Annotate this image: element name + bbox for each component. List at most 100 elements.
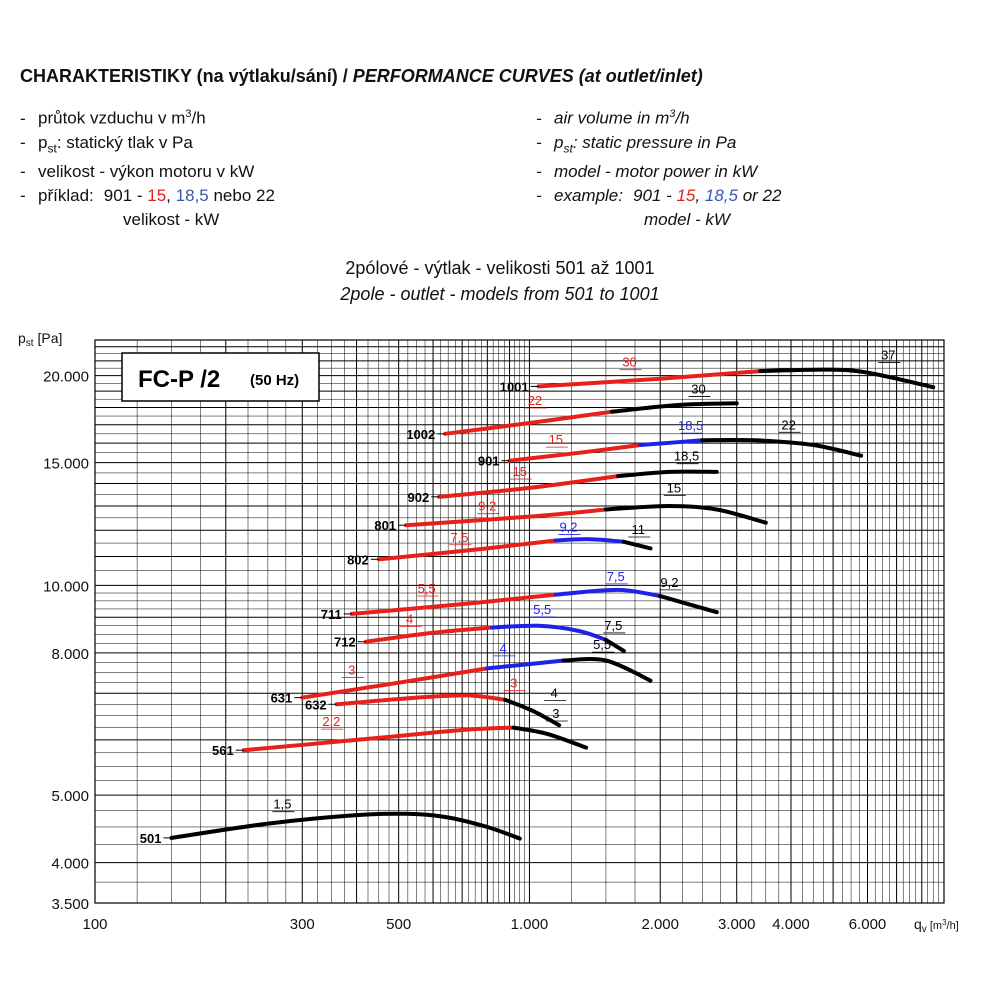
curve-802-blue bbox=[553, 537, 626, 544]
legend-item-example-key: model - kW bbox=[644, 210, 730, 230]
chart-subtitle-czech: 2pólové - výtlak - velikosti 501 až 1001 bbox=[345, 258, 655, 278]
y-tick-label: 20.000 bbox=[43, 369, 89, 386]
power-label: 9,2 bbox=[660, 575, 678, 590]
power-label: 22 bbox=[781, 417, 795, 432]
model-label-561: 561 bbox=[212, 743, 234, 758]
legend-item: - air volume in m3/h bbox=[536, 108, 690, 128]
model-label-902: 902 bbox=[408, 490, 430, 505]
power-label: 18,5 bbox=[674, 449, 699, 464]
legend-english: - air volume in m3/h - pst: static pressur… bbox=[536, 102, 781, 232]
series-712: 712 4 5,5 7,5 bbox=[334, 602, 626, 653]
chart-subtitle-english: 2pole - outlet - models from 501 to 1001 bbox=[340, 284, 660, 304]
title-english: PERFORMANCE CURVES (at outlet/inlet) bbox=[352, 66, 703, 86]
curve-712-blue bbox=[490, 623, 608, 642]
curve-711-black bbox=[658, 594, 719, 615]
series-1001: 1001 30 37 bbox=[500, 347, 936, 394]
x-tick-label: 6.000 bbox=[849, 916, 887, 933]
chart-title-frame bbox=[121, 352, 320, 402]
power-label: 3 bbox=[510, 676, 517, 691]
y-tick-label: 10.000 bbox=[43, 578, 89, 595]
power-label: 3 bbox=[552, 706, 559, 721]
curve-632-black bbox=[503, 697, 562, 728]
curve-902-red bbox=[437, 474, 621, 499]
y-tick-label: 4.000 bbox=[51, 856, 89, 873]
series-711: 711 5,5 7,5 9,2 bbox=[321, 569, 719, 622]
model-label-711: 711 bbox=[321, 607, 342, 622]
model-label-801: 801 bbox=[374, 518, 396, 533]
x-tick-label: 100 bbox=[82, 916, 107, 933]
legend-item: - velikost - výkon motoru v kW bbox=[20, 162, 255, 182]
model-label-712: 712 bbox=[334, 635, 356, 650]
y-tick-label: 15.000 bbox=[43, 456, 89, 473]
x-tick-label: 2.000 bbox=[641, 916, 679, 933]
power-label: 4 bbox=[406, 611, 413, 626]
grid-lines bbox=[94, 339, 945, 904]
curve-801-black bbox=[603, 503, 768, 525]
curve-901-blue bbox=[638, 438, 705, 447]
curve-1002-black bbox=[610, 401, 739, 414]
curve-712-red bbox=[363, 625, 494, 644]
curve-631-black bbox=[561, 657, 653, 683]
power-label: 4 bbox=[500, 641, 507, 656]
power-label: 37 bbox=[881, 347, 895, 362]
legend-item-example: - example: 901 - 15, 18,5 or 22 bbox=[536, 186, 782, 206]
power-label: 7,5 bbox=[607, 569, 625, 584]
legend-czech: - průtok vzduchu v m3/h - pst: statický tl… bbox=[20, 102, 275, 232]
power-label: 11 bbox=[631, 522, 645, 537]
power-label: 5,5 bbox=[418, 581, 436, 596]
chart-title-frequency: (50 Hz) bbox=[250, 372, 299, 389]
chart-title: FC-P /2 bbox=[138, 366, 220, 393]
series-1002: 1002 22 30 bbox=[406, 382, 739, 442]
power-label: 2,2 bbox=[322, 714, 340, 729]
curve-801-red bbox=[404, 507, 608, 528]
curve-802-red bbox=[376, 538, 558, 562]
series-802: 802 7,5 9,2 11 bbox=[347, 519, 653, 567]
power-label: 4 bbox=[551, 686, 558, 701]
series-801: 801 9,2 15 bbox=[374, 480, 768, 533]
power-label: 15 bbox=[513, 464, 527, 479]
curve-901-black bbox=[700, 437, 864, 458]
legend-item-example-key: velikost - kW bbox=[123, 210, 220, 230]
curve-561-black bbox=[511, 725, 589, 750]
y-axis-label: pst [Pa] bbox=[18, 330, 62, 349]
curve-1001-black bbox=[758, 367, 936, 390]
y-tick-label: 8.000 bbox=[51, 646, 89, 663]
power-label: 7,5 bbox=[450, 530, 468, 545]
legend-item: - pst: statický tlak v Pa bbox=[20, 132, 193, 156]
series-902: 902 15 18,5 bbox=[408, 449, 719, 505]
curve-1002-red bbox=[443, 409, 615, 436]
curve-632-red bbox=[334, 693, 508, 707]
power-label: 7,5 bbox=[604, 618, 622, 633]
y-tick-label: 3.500 bbox=[51, 896, 89, 913]
model-label-1001: 1001 bbox=[500, 379, 529, 394]
legend-item: - model - motor power in kW bbox=[536, 162, 758, 182]
chart-title-box: FC-P /2 (50 Hz) bbox=[121, 352, 320, 402]
series-901: 901 15 18,5 22 bbox=[478, 417, 864, 469]
model-label-631: 631 bbox=[271, 691, 293, 706]
curve-1001-red bbox=[536, 369, 763, 389]
power-label: 5,5 bbox=[533, 602, 551, 617]
model-label-501: 501 bbox=[140, 831, 162, 846]
legend-item-example: - příklad: 901 - 15, 18,5 nebo 22 bbox=[20, 186, 275, 206]
model-label-632: 632 bbox=[305, 697, 327, 712]
power-label: 9,2 bbox=[478, 499, 496, 514]
power-label: 9,2 bbox=[559, 519, 577, 534]
curve-802-black bbox=[621, 539, 653, 551]
x-tick-label: 4.000 bbox=[772, 916, 810, 933]
model-label-802: 802 bbox=[347, 552, 369, 567]
curve-901-red bbox=[507, 443, 643, 463]
curve-711-blue bbox=[553, 587, 663, 599]
series-632: 632 3 4 bbox=[305, 676, 567, 728]
model-label-1002: 1002 bbox=[406, 427, 435, 442]
x-tick-label: 3.000 bbox=[718, 916, 756, 933]
title-czech: CHARAKTERISTIKY (na výtlaku/sání) / bbox=[20, 66, 348, 86]
plot-frame bbox=[94, 339, 945, 904]
curve-501-black bbox=[169, 811, 522, 841]
series-501: 501 1,5 bbox=[140, 797, 522, 846]
power-label: 1,5 bbox=[273, 797, 291, 812]
series-561: 561 2,2 3 bbox=[212, 706, 589, 758]
legend-item: - pst: static pressure in Pa bbox=[536, 132, 737, 156]
curve-902-black bbox=[616, 469, 719, 479]
curve-631-red bbox=[300, 666, 490, 700]
